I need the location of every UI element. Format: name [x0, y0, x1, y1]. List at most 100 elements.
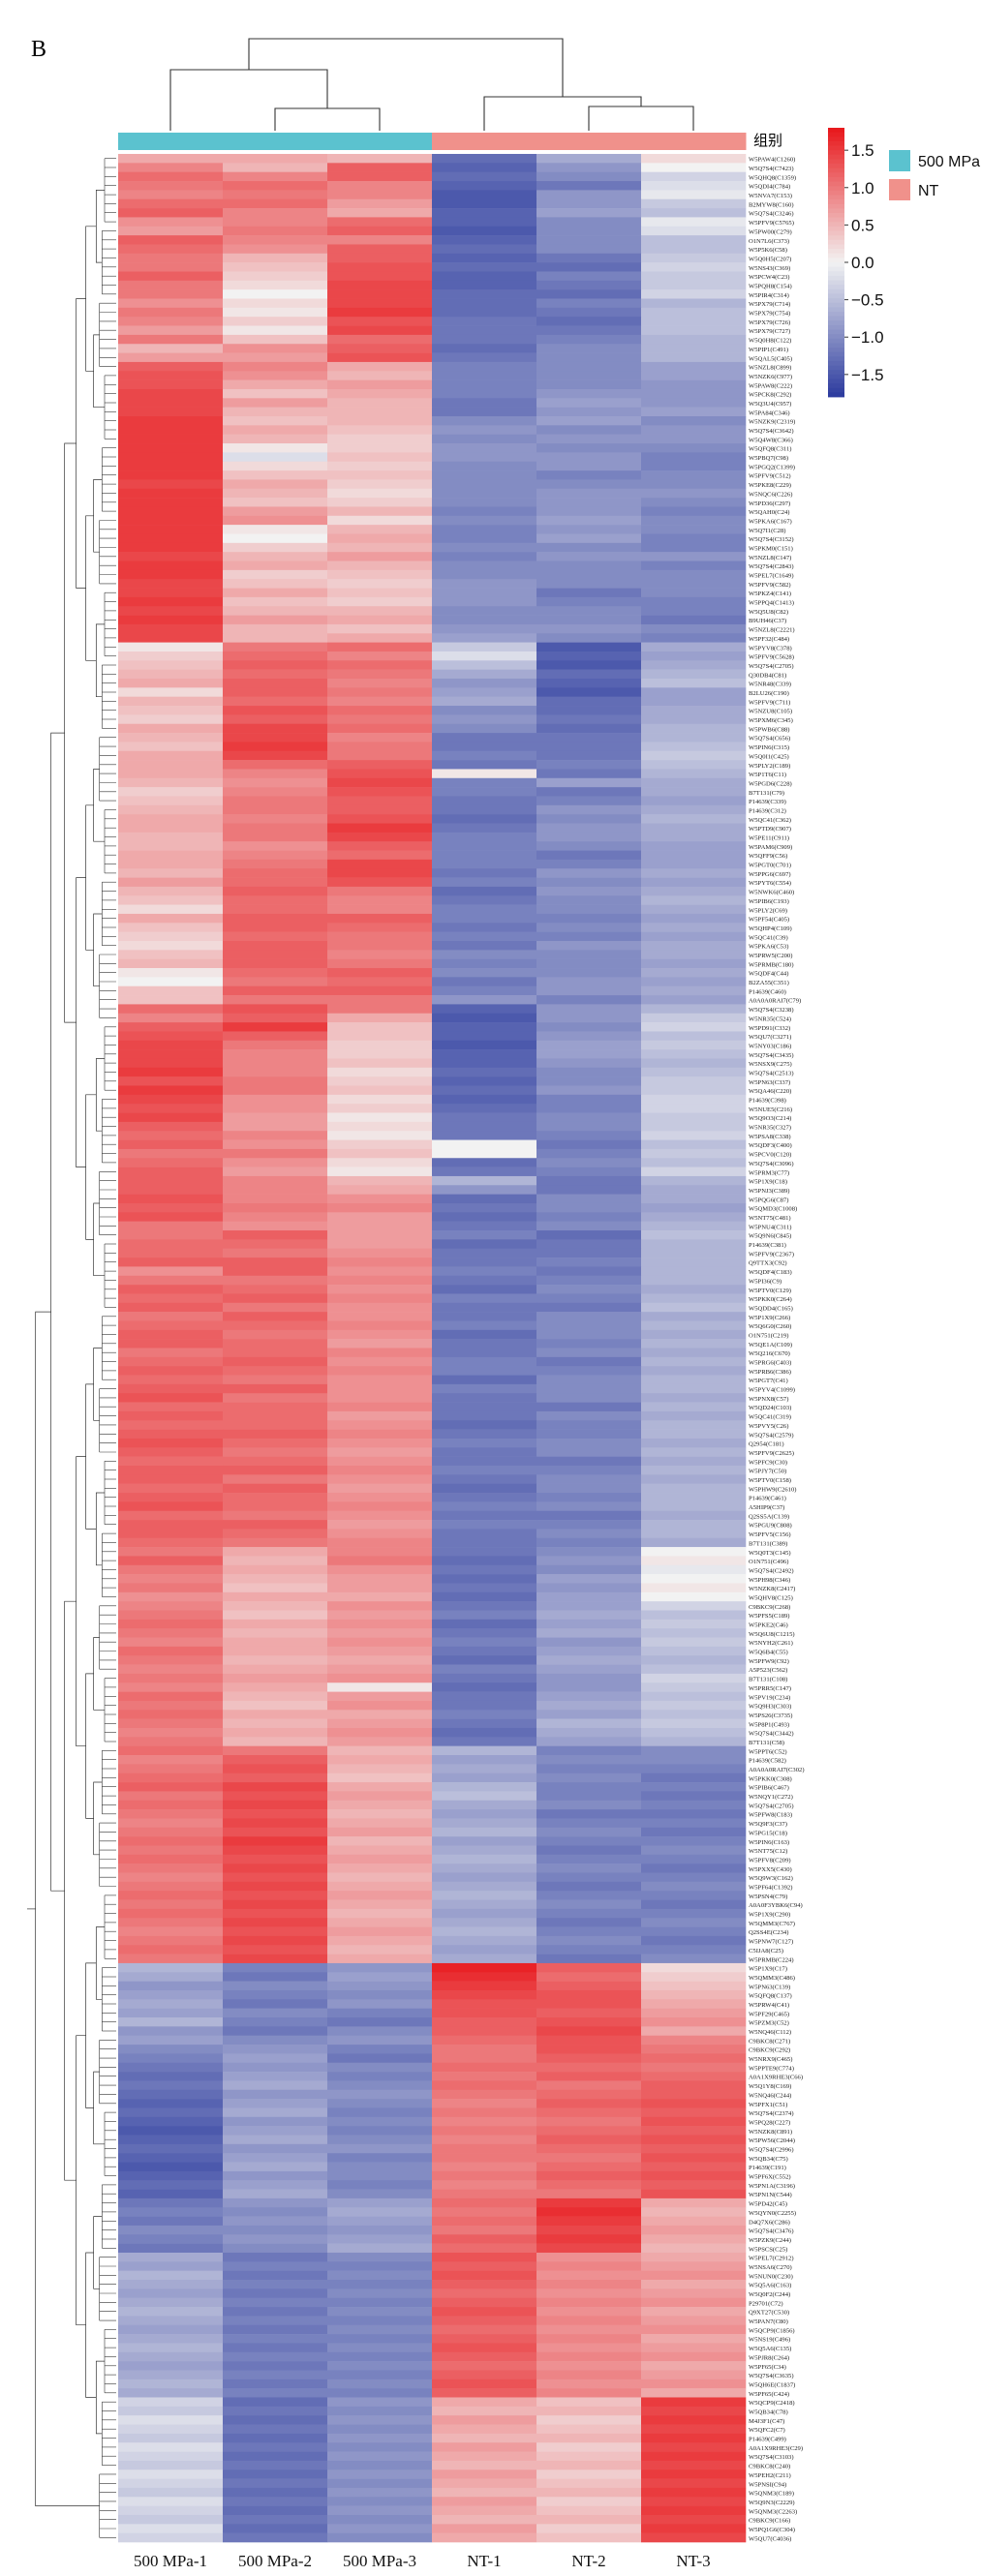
- colorbar-segment: [828, 298, 844, 304]
- row-label: A5HIP9(C37): [749, 1504, 784, 1511]
- heatmap-cell: [641, 1266, 747, 1277]
- heatmap-cell: [327, 1420, 433, 1430]
- heatmap-cell: [536, 2143, 642, 2154]
- heatmap-cell: [327, 1085, 433, 1096]
- dendrogram-branch: [274, 107, 381, 131]
- heatmap-cell: [432, 352, 537, 363]
- heatmap-cell: [327, 461, 433, 471]
- heatmap-cell: [327, 2361, 433, 2371]
- heatmap-cell: [536, 2497, 642, 2506]
- heatmap-cell: [327, 913, 433, 924]
- heatmap-cell: [536, 733, 642, 742]
- heatmap-cell: [223, 1013, 328, 1023]
- row-dendrogram: [27, 158, 116, 2538]
- heatmap-cell: [641, 2170, 747, 2181]
- heatmap-cell: [118, 1908, 224, 1919]
- heatmap-cell: [223, 1285, 328, 1294]
- heatmap-cell: [118, 388, 224, 399]
- colorbar-segment: [828, 356, 844, 362]
- heatmap-cell: [432, 479, 537, 490]
- heatmap-cell: [641, 2126, 747, 2136]
- heatmap-cell: [536, 515, 642, 526]
- heatmap-cell: [118, 217, 224, 227]
- heatmap-cell: [223, 723, 328, 734]
- heatmap-cell: [118, 1628, 224, 1638]
- heatmap-cell: [118, 642, 224, 652]
- row-label: W5PYV4(C1099): [749, 1387, 795, 1394]
- row-label: W5QFQ8(C137): [749, 1993, 792, 2000]
- heatmap-cell: [641, 479, 747, 490]
- heatmap-cell: [536, 1356, 642, 1367]
- heatmap-cell: [118, 371, 224, 380]
- heatmap-cell: [641, 1854, 747, 1864]
- heatmap-cell: [223, 470, 328, 480]
- heatmap-cell: [641, 2072, 747, 2081]
- heatmap-cell: [432, 977, 537, 987]
- heatmap-cell: [118, 1881, 224, 1892]
- heatmap-cell: [536, 606, 642, 616]
- heatmap-cell: [432, 1202, 537, 1213]
- dendrogram-branch: [64, 1600, 77, 2181]
- heatmap-cell: [536, 904, 642, 915]
- colorbar-segment: [828, 150, 844, 156]
- heatmap-cell: [327, 1737, 433, 1746]
- heatmap-cell: [327, 1293, 433, 1304]
- heatmap-cell: [432, 1040, 537, 1050]
- heatmap-cell: [327, 253, 433, 263]
- heatmap-cell: [327, 1935, 433, 1946]
- heatmap-cell: [223, 2505, 328, 2516]
- row-label: P14639(C381): [749, 1242, 786, 1249]
- heatmap-cell: [432, 2216, 537, 2227]
- row-label: W5PV19(C234): [749, 1694, 790, 1701]
- heatmap-cell: [118, 1004, 224, 1015]
- heatmap-cell: [432, 2415, 537, 2425]
- heatmap-cell: [118, 750, 224, 761]
- heatmap-cell: [118, 2388, 224, 2398]
- heatmap-cell: [536, 2153, 642, 2163]
- heatmap-cell: [641, 1727, 747, 1738]
- heatmap-cell: [327, 2442, 433, 2452]
- heatmap-cell: [432, 2143, 537, 2154]
- heatmap-cell: [536, 2460, 642, 2470]
- heatmap-cell: [118, 579, 224, 589]
- heatmap-cell: [641, 2379, 747, 2389]
- heatmap-cell: [223, 596, 328, 607]
- colorbar-segment: [828, 316, 844, 321]
- heatmap-cell: [536, 832, 642, 842]
- heatmap-cell: [327, 760, 433, 770]
- heatmap-cell: [118, 1104, 224, 1113]
- heatmap-cell: [641, 1610, 747, 1621]
- heatmap-cell: [536, 1691, 642, 1702]
- heatmap-cell: [118, 2334, 224, 2344]
- heatmap-cell: [118, 1266, 224, 1277]
- row-label: W5Q0H5(C207): [749, 256, 791, 262]
- heatmap-cell: [536, 1791, 642, 1802]
- heatmap-cell: [536, 1104, 642, 1113]
- heatmap-cell: [536, 1348, 642, 1358]
- heatmap-cell: [327, 1148, 433, 1159]
- heatmap-cell: [432, 2225, 537, 2235]
- heatmap-cell: [118, 1827, 224, 1837]
- row-label: W5PFV9(C5628): [749, 654, 794, 661]
- row-label: W5PWB6(C88): [749, 726, 790, 733]
- heatmap-cell: [536, 1800, 642, 1810]
- heatmap-cell: [327, 2207, 433, 2217]
- heatmap-cell: [536, 443, 642, 453]
- heatmap-cell: [327, 2478, 433, 2489]
- heatmap-cell: [223, 1375, 328, 1385]
- heatmap-cell: [327, 163, 433, 172]
- heatmap-cell: [432, 2497, 537, 2506]
- heatmap-cell: [432, 552, 537, 561]
- heatmap-cell: [536, 307, 642, 318]
- heatmap-cell: [536, 714, 642, 725]
- heatmap-cell: [641, 660, 747, 670]
- heatmap-cell: [223, 1972, 328, 1982]
- heatmap-cell: [223, 344, 328, 353]
- row-label: W5QAL5(C405): [749, 355, 792, 362]
- heatmap-cell: [327, 1112, 433, 1123]
- heatmap-cell: [536, 208, 642, 218]
- heatmap-cell: [536, 1864, 642, 1873]
- heatmap-cell: [536, 344, 642, 353]
- heatmap-cell: [641, 678, 747, 688]
- heatmap-cell: [432, 2442, 537, 2452]
